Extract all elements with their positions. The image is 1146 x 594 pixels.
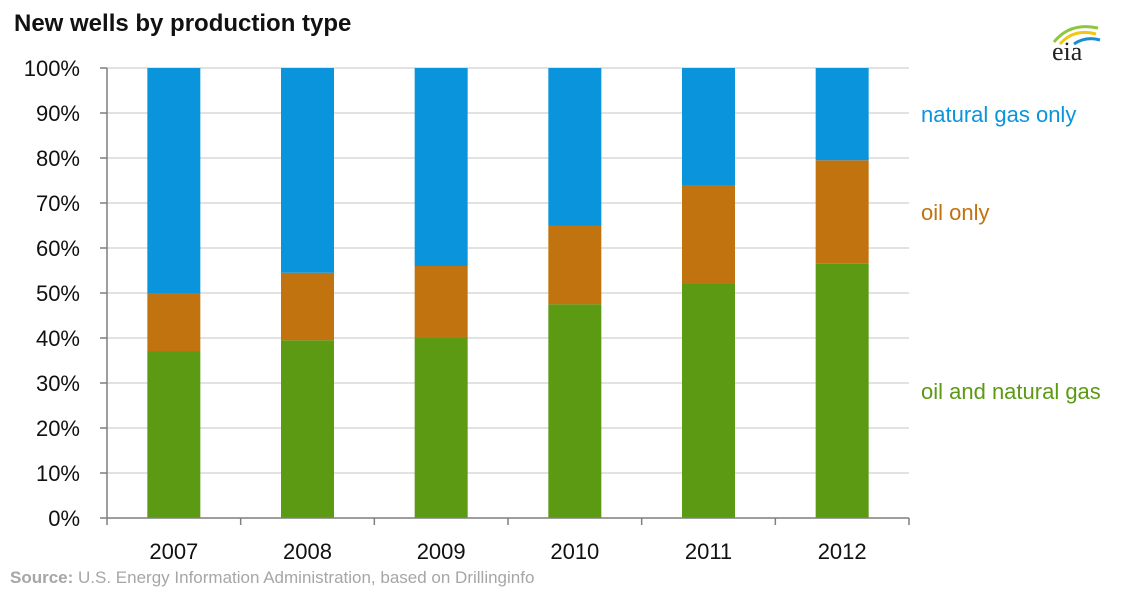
- y-tick-label: 0%: [48, 506, 80, 531]
- bar-segment: [281, 340, 334, 518]
- axes: [100, 67, 910, 525]
- y-tick-label: 100%: [24, 56, 80, 81]
- bar-segment: [682, 68, 735, 185]
- logo-arc-yellow: [1058, 30, 1097, 46]
- bar-segment: [281, 68, 334, 273]
- bar-segment: [147, 293, 201, 352]
- legend-label: natural gas only: [921, 102, 1076, 127]
- x-tick-label: 2012: [818, 539, 867, 564]
- x-tick-label: 2011: [685, 539, 732, 564]
- y-tick-label: 30%: [36, 371, 80, 396]
- bar-segment: [147, 351, 201, 518]
- x-tick-label: 2010: [550, 539, 599, 564]
- y-tick-label: 60%: [36, 236, 80, 261]
- source-note: Source: U.S. Energy Information Administ…: [10, 568, 534, 588]
- bar-segment: [147, 68, 201, 293]
- source-text: U.S. Energy Information Administration, …: [73, 568, 535, 587]
- logo-arc-blue: [1073, 37, 1101, 46]
- bar-segment: [414, 68, 468, 266]
- bar-segment: [414, 338, 468, 518]
- legend-label: oil and natural gas: [921, 379, 1101, 404]
- gridlines: [107, 67, 909, 474]
- bar-segment: [414, 266, 468, 338]
- y-tick-label: 90%: [36, 101, 80, 126]
- bar-segment: [682, 185, 735, 284]
- x-tick-label: 2008: [283, 539, 332, 564]
- legend-label: oil only: [921, 200, 989, 225]
- y-tick-label: 20%: [36, 416, 80, 441]
- bar-segment: [548, 304, 602, 518]
- bar-segment: [548, 68, 602, 226]
- bar-segment: [548, 225, 602, 305]
- bar-segment: [815, 68, 869, 161]
- bars: [147, 68, 869, 518]
- x-tick-label: 2009: [417, 539, 466, 564]
- y-tick-labels: 0% 10% 20% 30% 40% 50% 60% 70% 80% 90% 100%: [24, 56, 80, 531]
- x-tick-labels: 2007 2008 2009 2010 2011 2012: [149, 539, 866, 564]
- eia-logo: eia: [1052, 25, 1101, 66]
- chart-title: New wells by production type: [14, 10, 352, 37]
- bar-segment: [815, 263, 869, 518]
- y-tick-label: 10%: [36, 461, 80, 486]
- x-tick-label: 2007: [149, 539, 198, 564]
- bar-segment: [815, 160, 869, 264]
- logo-text: eia: [1052, 37, 1083, 66]
- y-tick-label: 40%: [36, 326, 80, 351]
- bar-segment: [281, 272, 334, 341]
- legend-labels: oil and natural gas oil only natural gas o…: [921, 102, 1101, 404]
- logo-arc-green: [1052, 25, 1099, 43]
- y-tick-label: 70%: [36, 191, 80, 216]
- bar-segment: [682, 284, 735, 518]
- source-label: Source:: [10, 568, 74, 587]
- y-tick-label: 50%: [36, 281, 80, 306]
- y-tick-label: 80%: [36, 146, 80, 171]
